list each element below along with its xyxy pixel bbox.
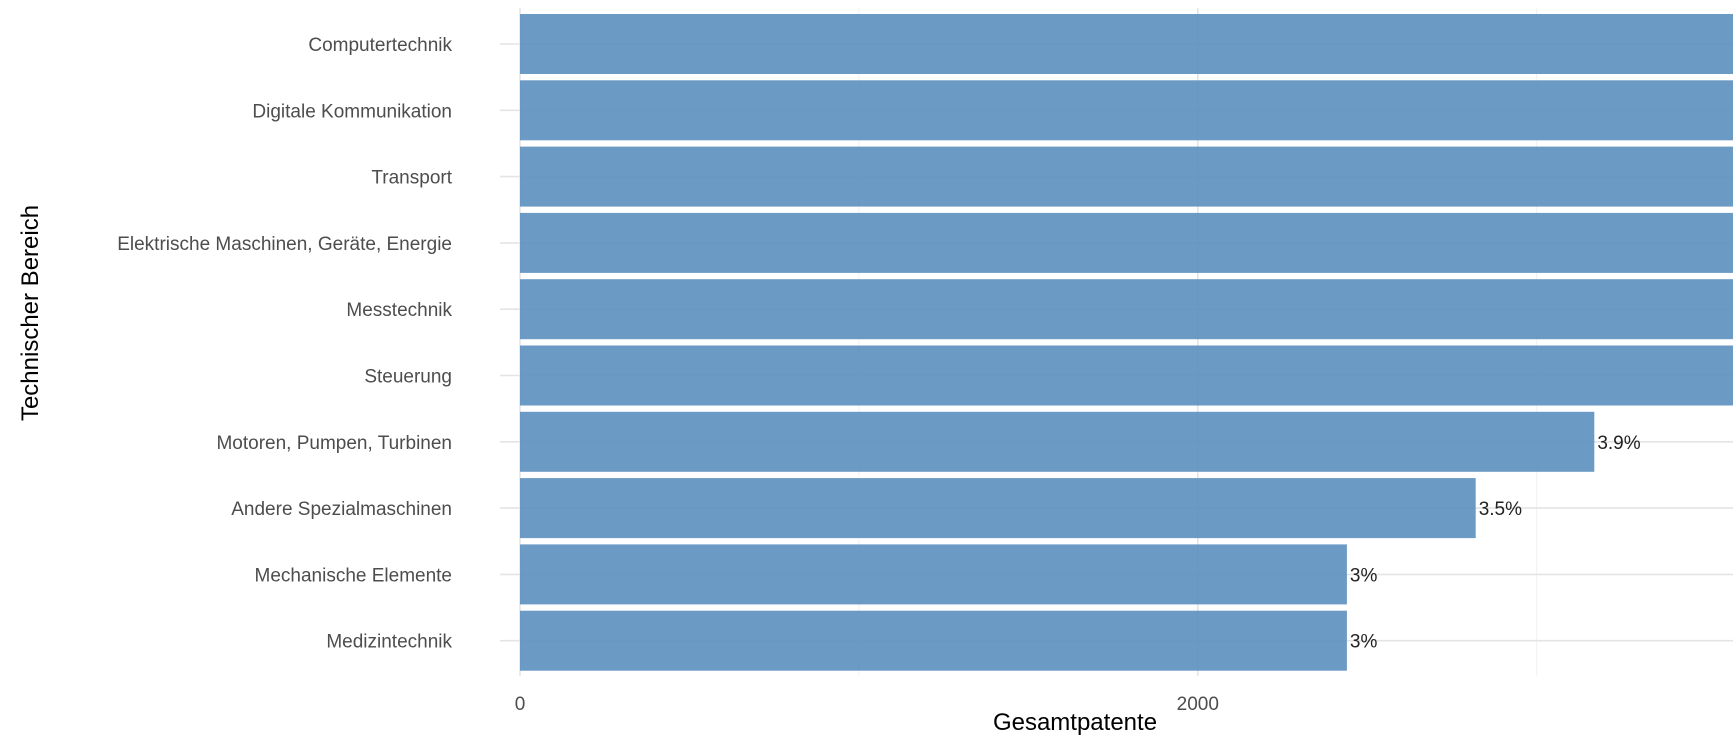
y-tick-label: Medizintechnik <box>326 632 452 653</box>
y-tick-label: Messtechnik <box>346 300 452 321</box>
data-label: 3.9% <box>1597 433 1640 454</box>
y-tick-label: Elektrische Maschinen, Geräte, Energie <box>117 234 452 255</box>
bar <box>520 212 1733 273</box>
bar <box>520 345 1733 406</box>
y-tick-label: Motoren, Pumpen, Turbinen <box>216 433 452 454</box>
y-tick-labels: Computertechnik Digitale Kommunikation Tra… <box>117 35 452 653</box>
y-tick-label: Steuerung <box>364 367 452 388</box>
bar <box>520 80 1733 141</box>
data-label: 3% <box>1350 632 1378 653</box>
y-tick-label: Mechanische Elemente <box>255 565 453 586</box>
bar <box>520 544 1347 605</box>
x-tick-label: 2000 <box>1177 694 1219 715</box>
bar <box>520 14 1733 74</box>
x-tick-label: 0 <box>515 694 526 715</box>
y-axis-title: Technischer Bereich <box>17 205 44 421</box>
bar <box>520 610 1347 671</box>
bar <box>520 478 1476 539</box>
x-axis-title: Gesamtpatente <box>993 709 1157 736</box>
bars <box>520 14 1733 671</box>
data-label: 3.5% <box>1479 499 1522 520</box>
y-tick-label: Andere Spezialmaschinen <box>231 499 452 520</box>
data-label: 3% <box>1350 565 1378 586</box>
y-tick-label: Digitale Kommunikation <box>252 101 452 122</box>
x-tick-labels: 0200040006000 <box>515 694 1219 715</box>
y-tick-label: Transport <box>371 168 452 189</box>
y-tick-label: Computertechnik <box>308 35 452 56</box>
bar <box>520 411 1595 472</box>
bar <box>520 146 1733 207</box>
value-labels: 8.5%8.3%8.3%7.7%7.2%5.7%3.9%3.5%3%3% <box>1350 433 1641 653</box>
bar <box>520 279 1733 340</box>
